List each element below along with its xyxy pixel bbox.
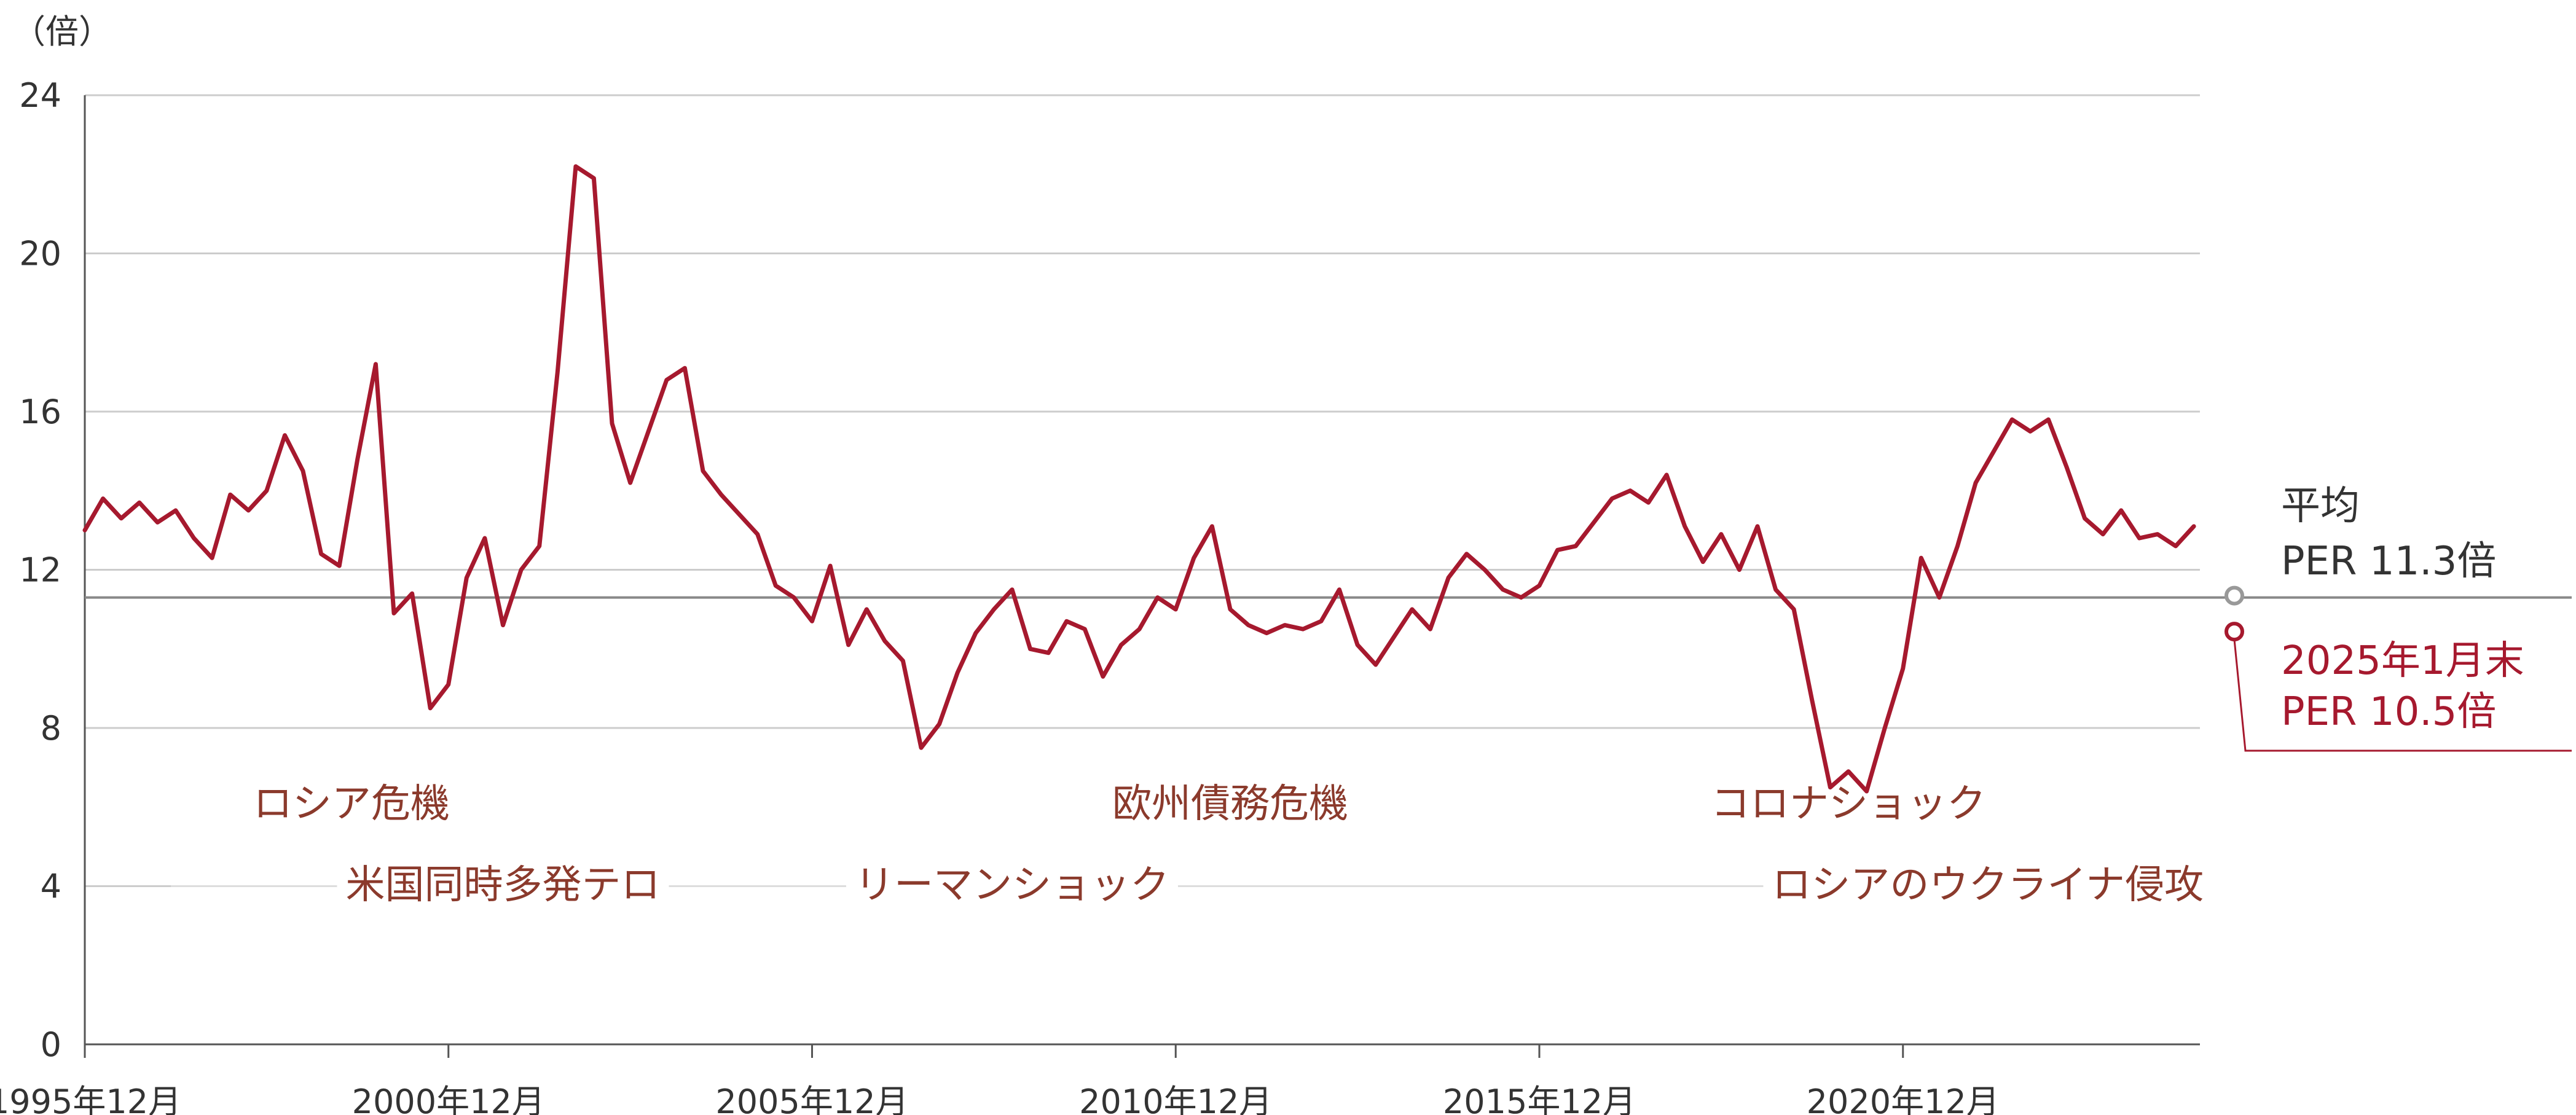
event-label: 欧州債務危機 [1112,781,1348,827]
x-tick-label: 2015年12月 [1443,1082,1636,1115]
event-label: ロシア危機 [253,781,450,827]
y-axis-ticks: 0 4 8 12 16 20 24 [19,76,61,1064]
x-tick-label: 2000年12月 [352,1082,545,1115]
y-tick-label: 20 [19,235,61,273]
event-label-background [1763,860,2213,910]
event-label: リーマンショック [855,863,1169,908]
x-tick-label: 2010年12月 [1079,1082,1272,1115]
y-tick-label: 12 [19,551,61,590]
event-label-background [337,860,669,910]
latest-label-line1: 2025年1月末 [2281,638,2524,684]
y-tick-label: 16 [19,393,61,431]
y-axis-unit-label: （倍） [12,12,112,51]
latest-value-marker [2225,622,2244,642]
y-tick-label: 24 [19,76,61,115]
x-tick-label: 1995年12月 [0,1082,181,1115]
latest-callout-line [2233,639,2572,752]
x-axis-ticks: 1995年12月 2000年12月 2005年12月 2010年12月 2015年12月… [0,1044,2000,1115]
event-label-background [846,860,1178,910]
x-tick-label: 2020年12月 [1807,1082,2000,1115]
y-tick-label: 8 [41,709,61,748]
average-label-line1: 平均 [2281,483,2360,529]
y-tick-label: 0 [41,1025,61,1064]
event-label: ロシアのウクライナ侵攻 [1772,863,2204,908]
average-label-line2: PER 11.3倍 [2281,539,2496,584]
average-marker [2225,585,2244,606]
gridlines [85,94,2200,887]
y-tick-label: 4 [41,867,61,906]
event-label: 米国同時多発テロ [346,863,661,908]
per-series-line [82,164,2196,794]
x-tick-label: 2005年12月 [715,1082,908,1115]
event-label: コロナショック [1711,781,1986,827]
latest-label-line2: PER 10.5倍 [2281,689,2496,735]
